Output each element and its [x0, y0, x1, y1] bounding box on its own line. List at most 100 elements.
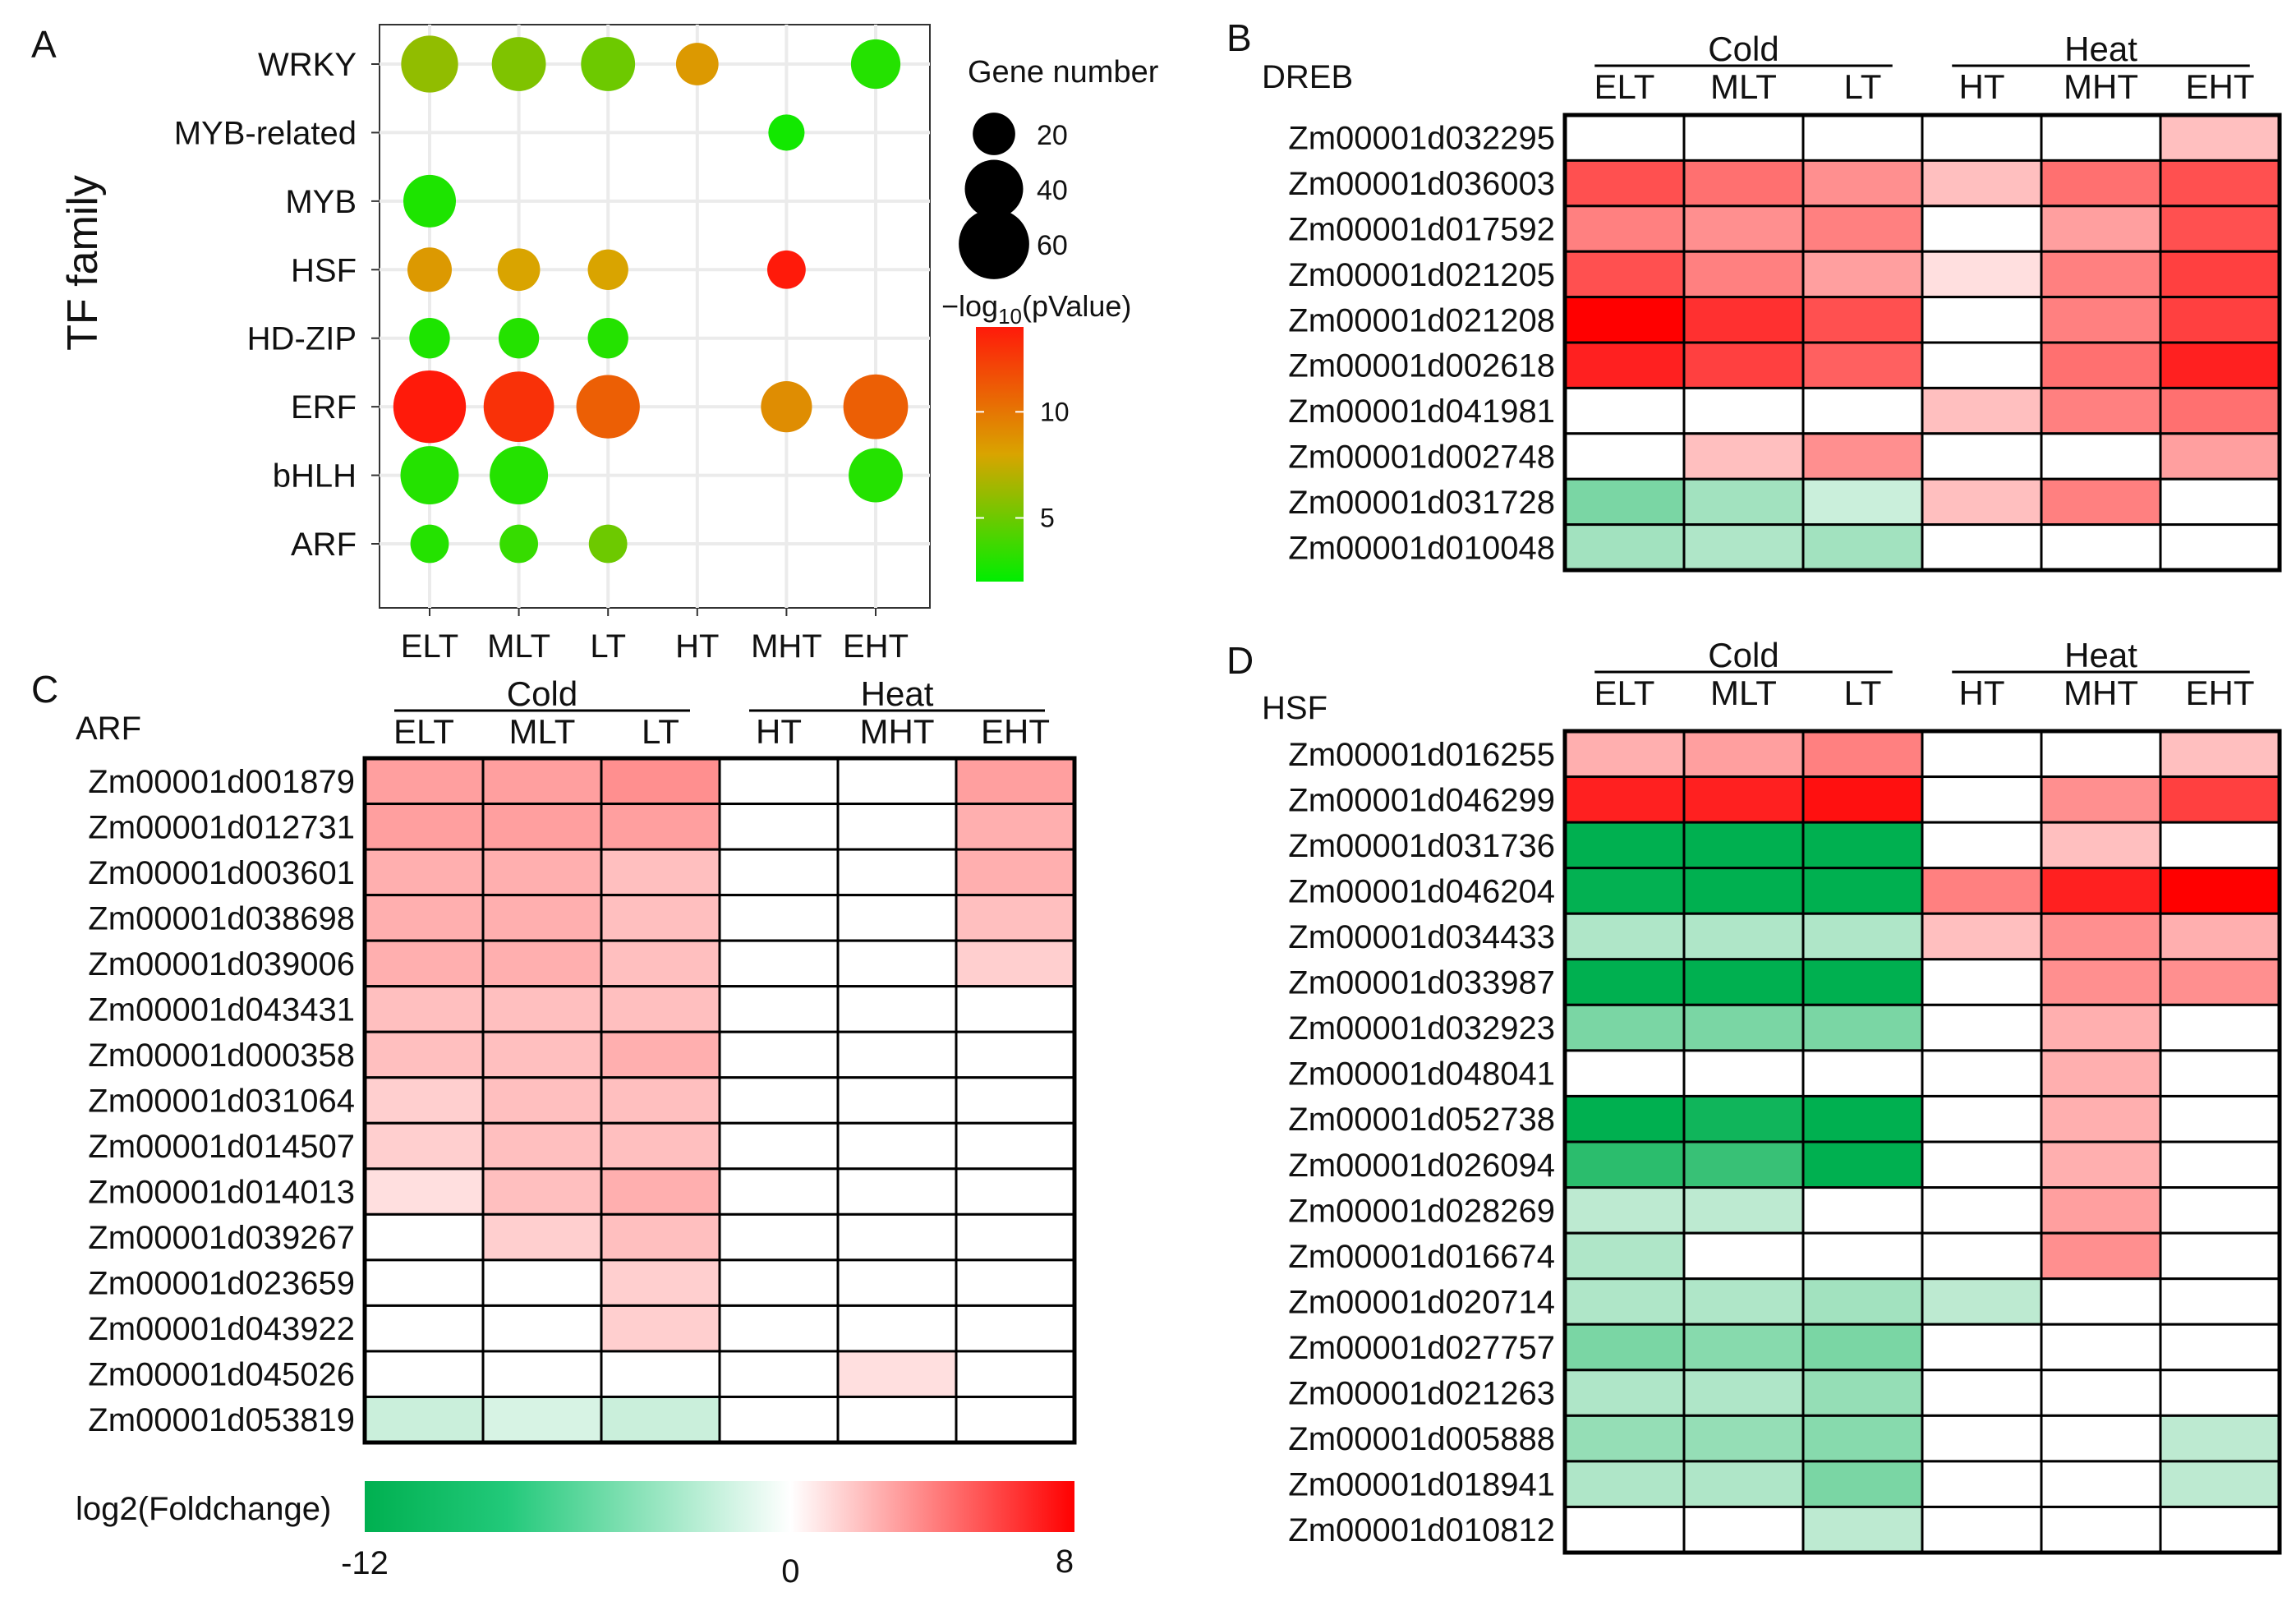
heatmap-cell	[363, 1030, 485, 1079]
heatmap-cell	[2159, 1505, 2281, 1554]
heatmap-cell	[1921, 729, 2043, 779]
heatmap-cell	[2040, 1231, 2162, 1281]
heatmap-row-label: Zm00001d033987	[1288, 965, 1555, 1001]
heatmap-cell	[1682, 1414, 1805, 1463]
y-axis-label: TF family	[59, 175, 107, 351]
heatmap-cell	[1801, 1414, 1924, 1463]
heatmap-cell	[481, 1304, 603, 1353]
heatmap-cell	[1563, 250, 1686, 299]
heatmap-cell	[2040, 1369, 2162, 1417]
heatmap-cell	[1801, 867, 1924, 915]
heatmap-row-label: Zm00001d031728	[1288, 485, 1555, 521]
size-legend-label: 60	[1037, 230, 1068, 261]
heatmap-cell	[600, 1076, 721, 1125]
heatmap-row-label: Zm00001d046299	[1288, 782, 1555, 818]
heatmap-cell	[955, 1258, 1076, 1307]
heatmap-cell	[718, 1350, 840, 1398]
colorbar-tick-label: 10	[1040, 397, 1070, 426]
heatmap-cell	[600, 848, 721, 897]
heatmap-cell	[2159, 729, 2281, 779]
heatmap-cell	[363, 848, 485, 897]
heatmap-cell	[2040, 867, 2162, 915]
group-label: Cold	[1708, 636, 1778, 674]
heatmap-cell	[1801, 1094, 1924, 1143]
panel-letter-b: B	[1226, 16, 1252, 59]
heatmap-cell	[1682, 1140, 1805, 1189]
heatmap-row-label: Zm00001d026094	[1288, 1148, 1555, 1184]
heatmap-row-label: Zm00001d016255	[1288, 737, 1555, 773]
heatmap-cell	[363, 803, 485, 851]
heatmap-column-label: EHT	[2186, 674, 2255, 712]
heatmap-cell	[2040, 432, 2162, 481]
bubble	[675, 43, 719, 85]
heatmap-cell	[718, 1121, 840, 1171]
heatmap-cell	[1682, 1186, 1805, 1235]
heatmap-border	[1562, 113, 2282, 573]
heatmap-cell	[481, 1030, 603, 1079]
heatmap-row-label: Zm00001d014013	[88, 1175, 355, 1211]
heatmap-cell	[1921, 775, 2043, 824]
heatmap-cell	[1563, 1505, 1686, 1554]
heatmap-cell	[481, 1350, 603, 1398]
heatmap-cell	[836, 757, 958, 806]
heatmap-cell	[600, 1350, 721, 1398]
heatmap-cell	[1682, 1003, 1805, 1052]
heatmap-cell	[2159, 1414, 2281, 1463]
heatmap-cell	[2040, 477, 2162, 527]
heatmap-cell	[1563, 113, 1686, 162]
heatmap-cell	[1921, 113, 2043, 162]
heatmap-cell	[2159, 912, 2281, 961]
heatmap-cell	[955, 848, 1076, 897]
heatmap-row-label: Zm00001d032923	[1288, 1010, 1555, 1047]
heatmap-row-label: Zm00001d048041	[1288, 1056, 1555, 1093]
y-tick-label: WRKY	[258, 47, 357, 83]
heatmap-cell	[718, 1258, 840, 1307]
heatmap-cell	[600, 1212, 721, 1262]
heatmap-cell	[955, 1121, 1076, 1171]
heatmap-cell	[1921, 1369, 2043, 1417]
heatmap-cell	[1921, 1231, 2043, 1281]
plot-panel	[379, 24, 931, 609]
bubble	[581, 37, 636, 91]
heatmap-row-label: Zm00001d005888	[1288, 1421, 1555, 1457]
bubble	[393, 370, 467, 444]
heatmap-cell	[1921, 1414, 2043, 1463]
heatmap-cell	[1921, 1323, 2043, 1372]
heatmap-cell	[1801, 113, 1924, 162]
heatmap-cell	[1563, 1003, 1686, 1052]
heatmap-cell	[955, 985, 1076, 1033]
heatmap-cell	[2040, 821, 2162, 870]
heatmap-cell	[1682, 912, 1805, 961]
heatmap-cell	[1563, 1186, 1686, 1235]
heatmap-cell	[1921, 250, 2043, 299]
heatmap-family-label: DREB	[1262, 59, 1353, 95]
heatmap-cell	[1563, 432, 1686, 481]
heatmap-cell	[955, 1076, 1076, 1125]
heatmap-cell	[1801, 341, 1924, 389]
heatmap-cell	[1682, 250, 1805, 299]
heatmap-cell	[600, 894, 721, 942]
heatmap-cell	[1682, 1323, 1805, 1372]
bubble	[410, 524, 449, 564]
heatmap-cell	[1921, 1186, 2043, 1235]
heatmap-cell	[1921, 912, 2043, 961]
group-label: Heat	[2064, 636, 2137, 674]
heatmap-row-label: Zm00001d036003	[1288, 166, 1555, 202]
heatmap-cell	[1801, 1003, 1924, 1052]
heatmap-cell	[2159, 1277, 2281, 1326]
panel-a-bubble-chart: ELT MLT LT HT MHT EHT WRKY MYB-related MYB HSF HD-…	[59, 24, 1159, 665]
heatmap-cell	[1801, 432, 1924, 481]
bubble	[490, 446, 549, 505]
bubble	[497, 248, 541, 292]
heatmap-cell	[1682, 341, 1805, 389]
heatmap-cell	[1921, 1003, 2043, 1052]
heatmap-cell	[1801, 958, 1924, 1006]
panel-letter-a: A	[31, 23, 57, 66]
heatmap-cell	[1563, 821, 1686, 870]
heatmap-cell	[600, 803, 721, 851]
heatmap-cell	[363, 1304, 485, 1353]
heatmap-column-label: EHT	[2186, 67, 2255, 106]
y-tick-label: MYB-related	[174, 115, 357, 151]
heatmap-cell	[1801, 296, 1924, 344]
heatmap-row-label: Zm00001d018941	[1288, 1467, 1555, 1503]
